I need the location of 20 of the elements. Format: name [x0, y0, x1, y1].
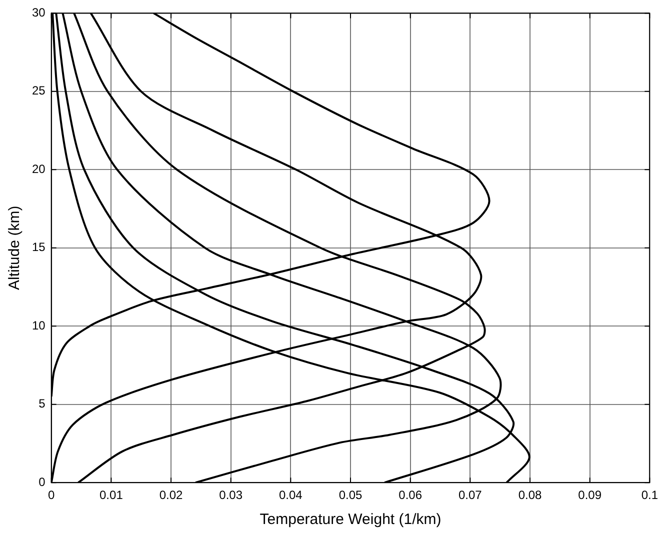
x-tick-label: 0.03: [219, 488, 243, 502]
x-tick-label: 0.09: [578, 488, 602, 502]
x-tick-label: 0: [48, 488, 56, 502]
x-tick-label: 0.02: [159, 488, 184, 502]
y-tick-label: 15: [32, 240, 46, 254]
y-axis-title: Altitude (km): [6, 206, 24, 290]
x-axis-title: Temperature Weight (1/km): [260, 511, 442, 528]
x-tick-label: 0.04: [278, 488, 303, 502]
y-tick-label: 0: [38, 474, 46, 489]
x-tick-label: 0.01: [100, 488, 124, 502]
y-tick-label: 5: [38, 396, 46, 411]
x-tick-label: 0.05: [338, 488, 363, 502]
x-tick-label: 0.1: [641, 488, 658, 502]
x-tick-label: 0.07: [458, 488, 482, 502]
y-tick-label: 10: [32, 318, 46, 332]
y-tick-label: 20: [32, 162, 46, 176]
y-tick-label: 25: [32, 84, 46, 98]
x-tick-label: 0.08: [518, 488, 542, 502]
x-tick-label: 0.06: [398, 488, 422, 502]
y-tick-label: 30: [32, 6, 46, 20]
